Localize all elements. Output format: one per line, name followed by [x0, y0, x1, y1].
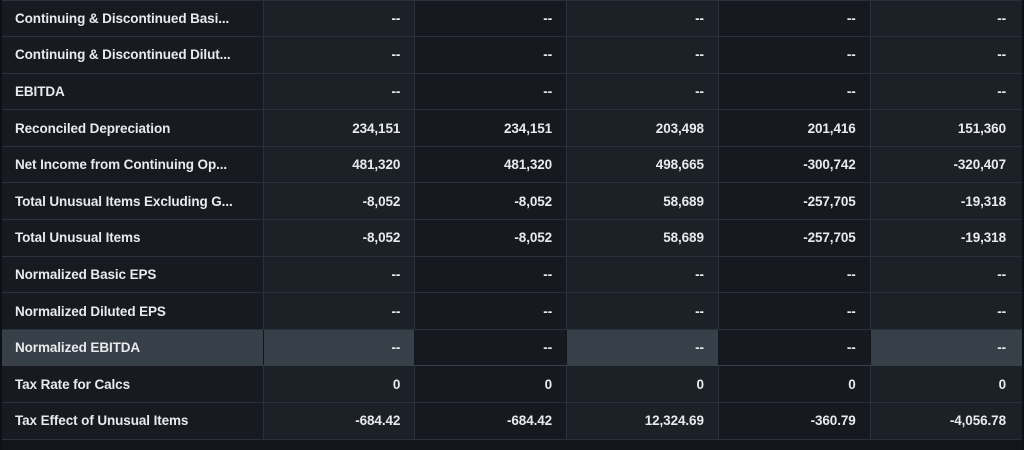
row-label[interactable]: Continuing & Discontinued Dilut... — [2, 36, 264, 74]
cell-value: 0 — [414, 365, 568, 404]
cell-value: -- — [414, 36, 568, 74]
cell-value: -8,052 — [414, 182, 568, 221]
row-label[interactable]: Tax Rate for Calcs — [2, 365, 264, 404]
cell-value: -- — [870, 292, 1022, 330]
cell-value: -- — [414, 0, 568, 38]
cell-value: -- — [566, 36, 719, 74]
cell-value: -300,742 — [718, 146, 871, 184]
table-row[interactable]: Total Unusual Items -8,052 -8,052 58,689 -25… — [2, 219, 1022, 257]
table-row[interactable]: Normalized Basic EPS -- -- -- -- -- — [2, 256, 1022, 294]
row-label[interactable]: Normalized Basic EPS — [2, 256, 264, 294]
cell-value: -- — [263, 292, 416, 330]
cell-value: -- — [263, 73, 416, 111]
row-label[interactable]: Tax Effect of Unusual Items — [2, 402, 264, 440]
cell-value: -- — [718, 329, 871, 367]
row-label[interactable]: Reconciled Depreciation — [2, 109, 264, 147]
cell-value: -- — [870, 329, 1022, 367]
cell-value: -684.42 — [414, 402, 568, 440]
cell-value: -- — [566, 73, 719, 111]
cell-value: -360.79 — [718, 402, 871, 440]
table-row[interactable]: Net Income from Continuing Op... 481,320 4… — [2, 146, 1022, 184]
cell-value: -- — [718, 0, 871, 38]
table-row[interactable]: Tax Rate for Calcs 0 0 0 0 0 — [2, 365, 1022, 404]
cell-value: -257,705 — [718, 182, 871, 221]
cell-value: -- — [263, 329, 415, 367]
table-row[interactable]: Continuing & Discontinued Basi... -- -- -- -… — [2, 0, 1022, 38]
cell-value: -- — [263, 36, 416, 74]
cell-value: -19,318 — [870, 219, 1022, 257]
cell-value: -- — [870, 0, 1022, 38]
cell-value: 58,689 — [566, 182, 719, 221]
cell-value: -- — [414, 329, 567, 367]
cell-value: -- — [870, 256, 1022, 294]
cell-value: -- — [566, 292, 719, 330]
table-row[interactable]: EBITDA -- -- -- -- -- — [2, 73, 1022, 111]
cell-value: -- — [718, 73, 871, 111]
cell-value: 498,665 — [566, 146, 719, 184]
cell-value: -19,318 — [870, 182, 1022, 221]
cell-value: -- — [414, 73, 568, 111]
cell-value: 234,151 — [263, 109, 416, 147]
row-label[interactable]: Continuing & Discontinued Basi... — [2, 0, 264, 38]
cell-value: 481,320 — [414, 146, 568, 184]
cell-value: -684.42 — [263, 402, 416, 440]
financials-grid-body: Continuing & Discontinued Basi... -- -- -- -… — [2, 0, 1022, 440]
cell-value: -- — [718, 36, 871, 74]
row-label[interactable]: Total Unusual Items Excluding G... — [2, 182, 264, 221]
table-row[interactable]: Reconciled Depreciation 234,151 234,151 203… — [2, 109, 1022, 147]
cell-value: -- — [718, 292, 871, 330]
table-top-divider — [2, 0, 1022, 1]
cell-value: 203,498 — [566, 109, 719, 147]
table-row[interactable]: Total Unusual Items Excluding G... -8,052… — [2, 182, 1022, 221]
cell-value: 0 — [263, 365, 416, 404]
cell-value: -257,705 — [718, 219, 871, 257]
cell-value: -8,052 — [263, 219, 416, 257]
cell-value: -- — [566, 0, 719, 38]
cell-value: -- — [566, 329, 719, 367]
row-label[interactable]: Total Unusual Items — [2, 219, 264, 257]
table-row[interactable]: Tax Effect of Unusual Items -684.42 -684.4… — [2, 402, 1022, 440]
cell-value: 0 — [566, 365, 719, 404]
cell-value: -- — [718, 256, 871, 294]
cell-value: 234,151 — [414, 109, 568, 147]
cell-value: -- — [263, 0, 416, 38]
row-label[interactable]: Normalized EBITDA — [2, 329, 263, 367]
cell-value: -8,052 — [414, 219, 568, 257]
financials-grid: Continuing & Discontinued Basi... -- -- -- -… — [2, 0, 1022, 440]
table-row[interactable]: Normalized Diluted EPS -- -- -- -- -- — [2, 292, 1022, 330]
cell-value: -4,056.78 — [870, 402, 1022, 440]
row-label[interactable]: EBITDA — [2, 73, 264, 111]
cell-value: -8,052 — [263, 182, 416, 221]
cell-value: -- — [414, 256, 568, 294]
cell-value: -- — [870, 36, 1022, 74]
cell-value: 0 — [718, 365, 871, 404]
row-label[interactable]: Net Income from Continuing Op... — [2, 146, 264, 184]
cell-value: -320,407 — [870, 146, 1022, 184]
cell-value: 151,360 — [870, 109, 1022, 147]
cell-value: 481,320 — [263, 146, 416, 184]
cell-value: -- — [870, 73, 1022, 111]
cell-value: -- — [263, 256, 416, 294]
table-row[interactable]: Continuing & Discontinued Dilut... -- -- --… — [2, 36, 1022, 74]
cell-value: 0 — [870, 365, 1022, 404]
cell-value: 58,689 — [566, 219, 719, 257]
cell-value: -- — [414, 292, 568, 330]
cell-value: 201,416 — [718, 109, 871, 147]
row-label[interactable]: Normalized Diluted EPS — [2, 292, 264, 330]
cell-value: -- — [566, 256, 719, 294]
table-row[interactable]: Normalized EBITDA -- -- -- -- -- — [2, 329, 1022, 367]
cell-value: 12,324.69 — [566, 402, 719, 440]
